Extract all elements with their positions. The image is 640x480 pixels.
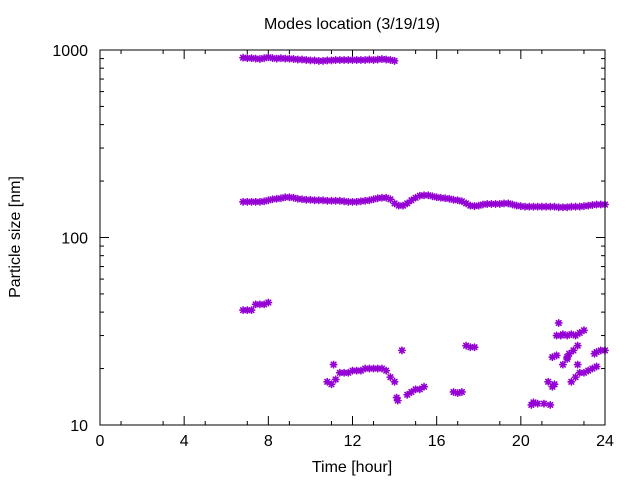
data-point [552, 331, 561, 340]
data-point [466, 343, 475, 352]
data-points [239, 53, 610, 409]
data-point [352, 55, 361, 64]
x-tick-label: 12 [344, 433, 362, 450]
data-point [552, 351, 561, 360]
data-point [546, 400, 555, 409]
data-point [327, 196, 336, 205]
data-point [470, 343, 479, 352]
data-point [281, 54, 290, 63]
data-point [569, 346, 578, 355]
data-point [529, 202, 538, 211]
data-point [285, 193, 294, 202]
data-point [544, 377, 553, 386]
y-tick-label: 100 [61, 231, 88, 248]
data-point [323, 56, 332, 65]
data-point [382, 366, 391, 375]
data-point [533, 399, 542, 408]
data-point [573, 360, 582, 369]
data-point [390, 377, 399, 386]
chart-title: Modes location (3/19/19) [264, 16, 440, 33]
data-point [356, 55, 365, 64]
x-axis-label: Time [hour] [312, 459, 392, 476]
data-point [348, 366, 357, 375]
data-point [331, 55, 340, 64]
data-point [457, 387, 466, 396]
data-point [386, 373, 395, 382]
data-point [327, 380, 336, 389]
data-point [554, 318, 563, 327]
data-point [397, 346, 406, 355]
data-point [331, 375, 340, 384]
data-point [264, 298, 273, 307]
data-point [563, 354, 572, 363]
data-point [393, 396, 402, 405]
x-tick-label: 0 [96, 433, 105, 450]
data-point [361, 364, 370, 373]
plot-frame [99, 49, 606, 426]
y-tick-label: 10 [70, 418, 88, 435]
data-point [579, 326, 588, 335]
data-point [373, 364, 382, 373]
x-tick-label: 24 [596, 433, 614, 450]
data-point [365, 364, 374, 373]
data-point [344, 55, 353, 64]
data-point [573, 341, 582, 350]
data-point [592, 200, 601, 209]
data-point [579, 202, 588, 211]
data-point [567, 377, 576, 386]
data-point [251, 197, 260, 206]
x-tick-label: 8 [264, 433, 273, 450]
x-tick-label: 4 [180, 433, 189, 450]
data-point [394, 201, 403, 210]
y-axis-label: Particle size [nm] [7, 176, 24, 298]
data-point [592, 362, 601, 371]
x-tick-label: 16 [428, 433, 446, 450]
data-point [329, 360, 338, 369]
data-point [348, 197, 357, 206]
data-point [558, 360, 567, 369]
tick-labels: 0 4 8 12 16 20 24 10 100 1000 [52, 43, 614, 450]
data-point [550, 380, 559, 389]
data-point [596, 346, 605, 355]
data-point [420, 382, 429, 391]
data-point [335, 196, 344, 205]
data-point [390, 56, 399, 65]
x-tick-label: 20 [512, 433, 530, 450]
data-point [247, 306, 256, 315]
data-point [407, 387, 416, 396]
data-point [293, 55, 302, 64]
data-point [539, 399, 548, 408]
y-tick-label: 1000 [52, 43, 88, 60]
